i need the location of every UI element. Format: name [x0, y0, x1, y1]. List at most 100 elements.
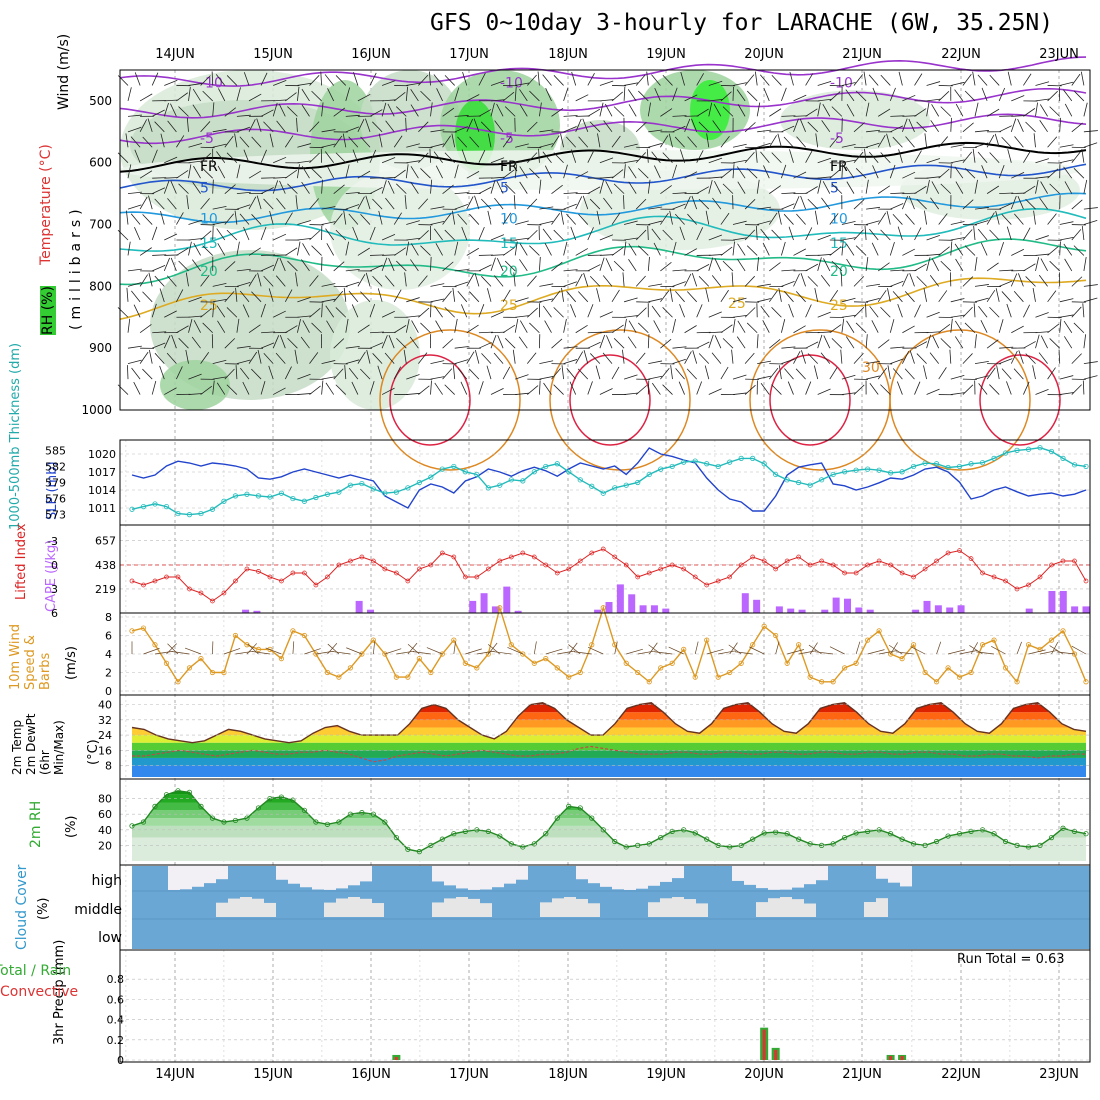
cape-bar — [639, 605, 647, 613]
wind-barb — [1017, 118, 1024, 132]
wind10m-line-point — [554, 665, 560, 671]
wind-barb — [159, 288, 165, 302]
wind-barb — [646, 148, 649, 163]
wind-barb — [696, 264, 710, 272]
rh2m-line-point — [255, 805, 262, 811]
wind-barb — [722, 106, 734, 117]
lifted-index-point — [416, 566, 422, 572]
temp2m-line — [131, 701, 1087, 744]
wind-barb — [410, 166, 419, 179]
wind-barb — [864, 148, 867, 163]
wind-barb — [736, 89, 746, 102]
wind-barb — [478, 109, 492, 117]
wind-barb — [224, 368, 235, 380]
wind-barb — [807, 121, 818, 133]
wind-barb — [624, 315, 639, 318]
wind-barb — [369, 381, 375, 395]
wind-barb — [1059, 392, 1074, 395]
wind-barb — [890, 115, 905, 117]
thickness-line-point — [853, 467, 859, 473]
slp-panel-border — [119, 439, 1091, 526]
wind-barb — [257, 272, 262, 287]
wind-barb — [551, 135, 560, 148]
warm-isotherm-contour — [379, 329, 521, 471]
wind-barb — [366, 349, 371, 364]
top-date-label: 16JUN — [351, 47, 391, 62]
wind-barb — [369, 109, 383, 117]
wind-barb — [611, 324, 624, 334]
wind-barb — [409, 336, 419, 349]
cloud-high-block — [288, 866, 300, 884]
wind10m-line-point — [830, 679, 836, 685]
isotherm-line — [119, 163, 1087, 192]
wind-barb — [989, 384, 1000, 395]
temp-band — [132, 712, 1086, 720]
wind-barb — [131, 367, 141, 380]
wind10m-barb — [426, 647, 443, 655]
wind-barb — [1083, 142, 1098, 148]
lifted-index-point — [922, 566, 928, 572]
lifted-index-point — [1037, 574, 1043, 580]
lifted-index-point — [428, 562, 434, 568]
wind-barb — [744, 275, 756, 287]
temp-band — [132, 765, 1086, 777]
wind-barb — [653, 320, 661, 333]
wind-barb — [273, 387, 286, 395]
wind-barb — [406, 143, 420, 148]
wind-barb — [627, 89, 637, 102]
wind-barb — [1081, 148, 1085, 163]
cape-bar — [912, 609, 920, 613]
wind-barb — [904, 291, 915, 303]
wind-barb — [829, 367, 838, 380]
wind-barb — [737, 320, 746, 333]
wind-barb — [284, 366, 292, 380]
wind-barb — [351, 381, 359, 395]
wind-barb — [708, 80, 723, 86]
wind-barb — [381, 257, 388, 272]
wind-barb — [302, 243, 310, 256]
wind-barb — [1047, 90, 1058, 102]
wind-barb — [853, 199, 865, 210]
wind-barb — [127, 318, 131, 333]
run-total: Run Total = 0.63 — [957, 952, 1065, 967]
wind-barb — [974, 284, 989, 287]
wind-barb — [972, 71, 976, 86]
wind-barb — [817, 234, 831, 241]
wind-barb — [651, 228, 661, 241]
wind-barb — [865, 142, 880, 148]
wind-barb — [345, 191, 360, 195]
wind-barb — [1083, 334, 1087, 349]
wind10m-line-point — [221, 669, 227, 676]
wind-barb — [261, 331, 276, 334]
wind-barb — [793, 325, 806, 334]
thickness-line-point — [773, 471, 779, 478]
wind-barb — [622, 272, 625, 287]
wind-barb — [212, 129, 227, 133]
precip-convective-bar — [900, 1055, 904, 1060]
wind-barb — [154, 121, 165, 133]
wind-barb — [297, 241, 301, 256]
wind-barb — [420, 168, 431, 179]
isotherm-label: -5 — [500, 131, 514, 147]
warm-isotherm-contour — [389, 354, 471, 446]
wind-barb — [954, 243, 964, 256]
wind-barb — [200, 352, 210, 364]
temp2m-tick-label: 40 — [98, 699, 112, 712]
wind-barb — [333, 290, 344, 303]
wind-barb — [396, 260, 407, 272]
wind-barb — [478, 72, 486, 86]
wind10m-tick-label: 2 — [105, 667, 112, 680]
wind-barb — [297, 315, 312, 318]
wind10m-barb — [970, 642, 979, 655]
wind-barb — [781, 241, 786, 256]
thickness-line-point — [784, 477, 790, 483]
thickness-line-point — [324, 491, 330, 497]
wind-barb — [732, 297, 747, 303]
wind10m-line-point — [589, 642, 595, 648]
wind-barb — [1023, 227, 1031, 241]
wind-barb — [877, 134, 886, 148]
wind10m-barb — [246, 643, 258, 655]
wind-barb — [311, 322, 322, 334]
thickness-line-point — [209, 506, 216, 512]
wind-barb — [457, 367, 468, 380]
